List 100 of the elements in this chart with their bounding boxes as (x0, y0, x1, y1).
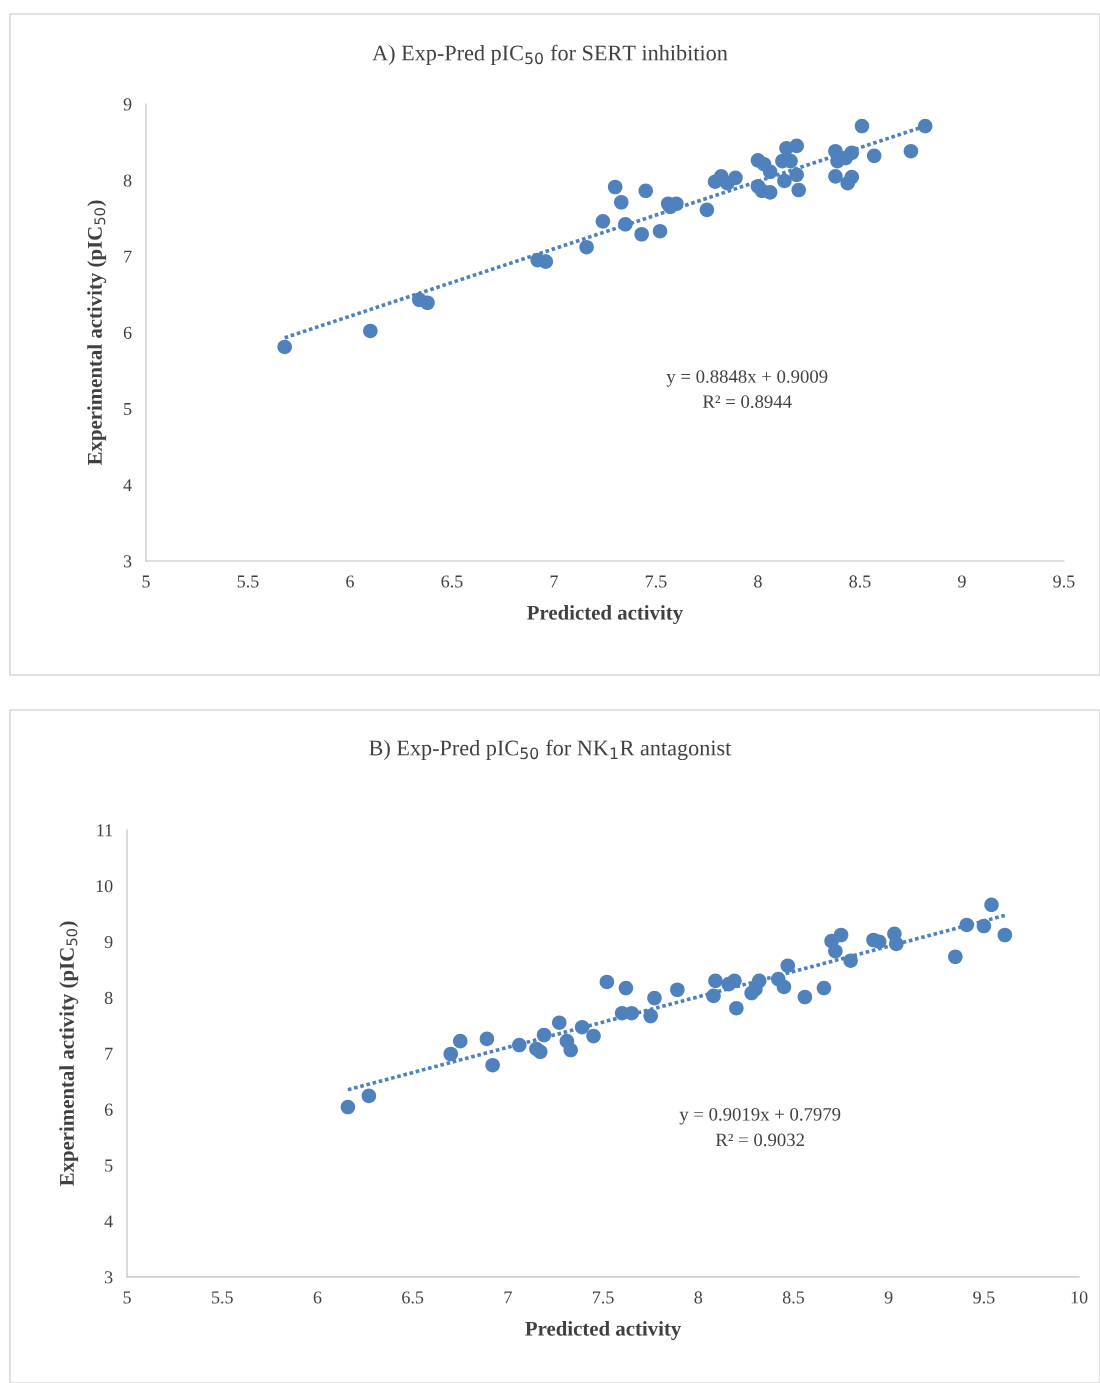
x-tick-label: 7 (504, 1291, 512, 1304)
point (727, 973, 742, 989)
point (699, 202, 715, 218)
x-tick-label: 5 (142, 575, 150, 588)
x-axis-title: Predicted activity (525, 1321, 682, 1341)
y-tick-label: 6 (104, 1103, 113, 1116)
point (789, 167, 804, 183)
chart-title: B) Exp-Pred pIC$_{50}$ for NK$_{1}$R antagonist (369, 739, 732, 761)
point (638, 183, 654, 199)
point (917, 118, 933, 134)
annotation: y = 0.9019x + 0.7979 (679, 1108, 841, 1125)
point (607, 179, 623, 195)
point (563, 1042, 578, 1058)
point (828, 169, 843, 184)
y-tick-label: 3 (105, 1271, 113, 1284)
point (618, 217, 633, 232)
point (595, 214, 611, 229)
point (762, 185, 778, 200)
point (624, 1005, 639, 1021)
point (613, 194, 629, 210)
annotation: y = 0.8848x + 0.9009 (666, 370, 828, 387)
point (791, 182, 807, 198)
x-tick-label: 8.5 (782, 1291, 805, 1304)
x-axis-title: Predicted activity (527, 605, 683, 625)
y-axis-title: Experimental activity (pIC$_{50}$) (87, 200, 107, 466)
x-tick-label: 7 (550, 575, 558, 588)
point (706, 988, 721, 1004)
chart-title: A) Exp-Pred pIC$_{50}$ for SERT inhibition (372, 44, 728, 66)
point (538, 254, 554, 269)
point (762, 164, 778, 180)
point (776, 979, 792, 995)
point (420, 295, 435, 311)
x-tick-label: 9.5 (973, 1291, 995, 1304)
point (512, 1037, 527, 1053)
y-tick-label: 4 (104, 1215, 113, 1228)
y-tick-label: 4 (123, 479, 132, 492)
x-tick-label: 7.5 (645, 575, 667, 588)
x-tick-label: 8 (694, 1291, 703, 1304)
annotation: R² = 0.8944 (702, 395, 792, 409)
point (729, 1000, 744, 1016)
y-tick-label: 3 (123, 555, 132, 568)
point (363, 323, 378, 339)
point (854, 118, 870, 134)
point (532, 1044, 548, 1060)
x-tick-label: 5.5 (237, 575, 259, 588)
point (574, 1019, 590, 1035)
point (959, 917, 975, 933)
y-tick-label: 11 (97, 824, 113, 837)
x-tick-label: 6 (313, 1291, 322, 1304)
x-tick-label: 6.5 (402, 1291, 424, 1304)
point (485, 1057, 500, 1073)
point (708, 973, 723, 989)
point (452, 1033, 468, 1049)
x-tick-label: 8 (754, 575, 762, 588)
point (479, 1031, 495, 1047)
point (828, 943, 843, 959)
point (643, 1008, 658, 1024)
x-tick-label: 7.5 (592, 1291, 614, 1304)
y-tick-label: 10 (96, 880, 113, 893)
point (789, 138, 804, 154)
point (997, 927, 1013, 943)
point (844, 145, 860, 161)
y-axis-title: Experimental activity (pIC$_{50}$) (59, 921, 79, 1186)
point (833, 927, 849, 943)
x-tick-label: 6 (346, 575, 354, 588)
point (634, 226, 649, 242)
x-tick-label: 5.5 (212, 1291, 233, 1304)
point (361, 1088, 377, 1104)
point (552, 1015, 567, 1030)
x-tick-label: 6.5 (441, 575, 463, 588)
point (844, 169, 860, 185)
y-tick-label: 7 (124, 250, 132, 263)
point (536, 1027, 552, 1043)
annotation: R² = 0.9032 (715, 1133, 804, 1147)
point (652, 223, 668, 239)
y-tick-label: 5 (124, 403, 132, 416)
point (599, 974, 615, 990)
point (797, 989, 813, 1005)
x-tick-label: 9.5 (1053, 575, 1075, 588)
y-tick-label: 8 (123, 174, 132, 187)
y-tick-label: 5 (105, 1159, 113, 1172)
point (903, 143, 919, 159)
point (780, 958, 796, 973)
x-tick-label: 9 (957, 575, 966, 588)
point (976, 918, 992, 934)
x-tick-label: 9 (884, 1291, 893, 1304)
point (751, 973, 767, 989)
point (777, 173, 792, 189)
y-tick-label: 7 (105, 1047, 113, 1060)
point (866, 148, 882, 164)
y-tick-label: 8 (104, 991, 113, 1004)
point (586, 1028, 601, 1044)
point (843, 953, 858, 968)
point (670, 982, 685, 998)
point (647, 990, 662, 1006)
point (340, 1099, 356, 1115)
y-tick-label: 6 (123, 326, 132, 339)
point (618, 980, 634, 996)
x-tick-label: 8.5 (849, 575, 871, 588)
point (443, 1046, 459, 1062)
